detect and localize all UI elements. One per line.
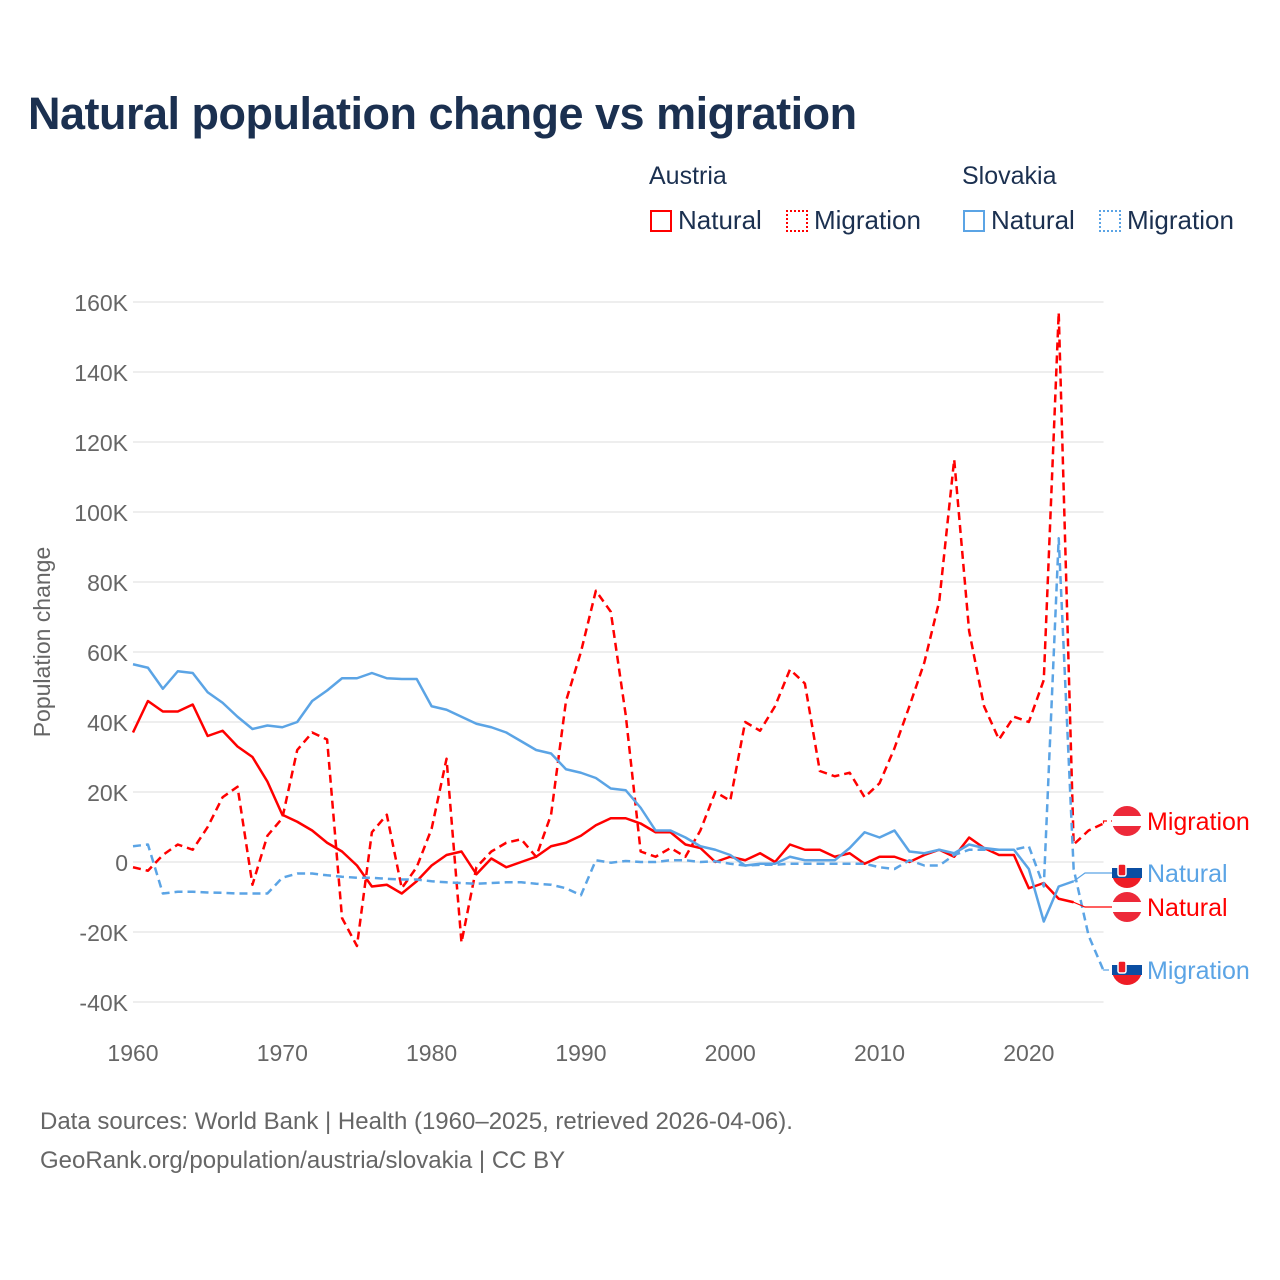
y-tick-label: 40K (87, 710, 129, 736)
end-label: Migration (1147, 957, 1250, 985)
legend-label: Natural (678, 205, 762, 235)
y-tick-label: 120K (74, 430, 128, 456)
legend-austria-migration[interactable]: Migration (786, 205, 921, 236)
end-label: Natural (1147, 860, 1228, 888)
end-label: Migration (1147, 808, 1250, 836)
y-tick-label: -20K (79, 920, 128, 946)
footer-sources: Data sources: World Bank | Health (1960–… (40, 1108, 793, 1135)
y-tick-label: 0 (115, 850, 128, 876)
legend-label: Migration (814, 205, 921, 235)
series-slovakia-migration (132, 537, 1105, 971)
flag-stripe (1112, 853, 1142, 868)
x-tick-label: 1960 (107, 1040, 158, 1066)
y-tick-label: 20K (87, 780, 129, 806)
flag-shield (1117, 863, 1127, 877)
y-axis-label: Population change (29, 547, 55, 738)
y-tick-label: 60K (87, 640, 129, 666)
legend-label: Natural (991, 205, 1075, 235)
legend-swatch-solid (650, 209, 672, 232)
label-connector (1073, 872, 1112, 882)
legend-label: Migration (1127, 205, 1234, 235)
y-tick-label: 80K (87, 570, 129, 596)
legend-slovakia-natural[interactable]: Natural (963, 205, 1075, 236)
flag-shield (1117, 960, 1127, 974)
y-tick-label: -40K (79, 990, 128, 1016)
label-connector (1102, 820, 1112, 824)
legend-austria-natural[interactable]: Natural (650, 205, 762, 236)
series-austria-natural (131, 699, 1074, 904)
y-tick-label: 100K (74, 500, 128, 526)
x-tick-label: 1990 (555, 1040, 606, 1066)
legend-swatch-solid (963, 209, 985, 232)
series-slovakia-natural (132, 663, 1075, 923)
x-tick-label: 1970 (257, 1040, 308, 1066)
legend-slovakia-migration[interactable]: Migration (1099, 205, 1234, 236)
x-tick-label: 2000 (705, 1040, 756, 1066)
flag-stripe (1112, 965, 1142, 975)
footer-credit[interactable]: GeoRank.org/population/austria/slovakia … (40, 1147, 566, 1174)
flag-stripe (1112, 902, 1142, 912)
flag-stripe (1112, 816, 1142, 826)
legend-group-austria: Austria (649, 162, 727, 190)
flag-stripe (1112, 868, 1142, 878)
end-label: Natural (1147, 894, 1228, 922)
x-tick-label: 2020 (1003, 1040, 1054, 1066)
x-tick-label: 2010 (854, 1040, 905, 1066)
legend-swatch-dotted (786, 209, 808, 232)
legend-swatch-dotted (1099, 209, 1121, 232)
label-connector (1073, 901, 1112, 908)
chart-title: Natural population change vs migration (28, 88, 857, 139)
legend-group-slovakia: Slovakia (962, 162, 1057, 190)
y-tick-label: 160K (74, 290, 128, 316)
flag-stripe (1112, 950, 1142, 965)
y-tick-label: 140K (74, 360, 128, 386)
label-connector (1102, 969, 1112, 971)
series-austria-migration (132, 311, 1105, 948)
x-tick-label: 1980 (406, 1040, 457, 1066)
